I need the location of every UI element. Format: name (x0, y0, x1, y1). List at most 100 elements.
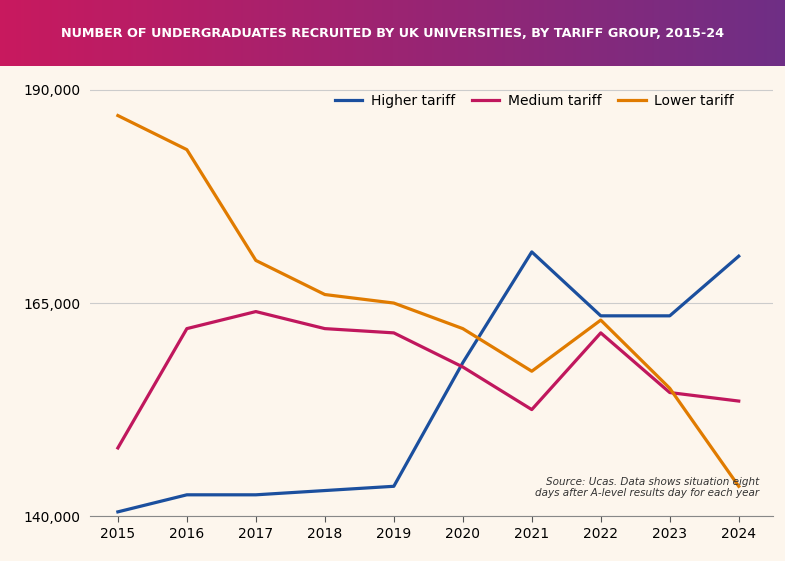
Bar (597, 0, 600, 66)
Bar (175, 0, 179, 66)
Bar (319, 0, 323, 66)
Legend: Higher tariff, Medium tariff, Lower tariff: Higher tariff, Medium tariff, Lower tari… (329, 89, 739, 114)
Bar (618, 0, 621, 66)
Text: NUMBER OF UNDERGRADUATES RECRUITED BY UK UNIVERSITIES, BY TARIFF GROUP, 2015-24: NUMBER OF UNDERGRADUATES RECRUITED BY UK… (61, 26, 724, 40)
Bar (500, 0, 503, 66)
Bar (183, 0, 187, 66)
Bar (579, 0, 582, 66)
Bar (575, 0, 579, 66)
Bar (340, 0, 344, 66)
Bar (188, 0, 192, 66)
Bar (230, 0, 234, 66)
Bar (502, 0, 506, 66)
Bar (238, 0, 242, 66)
Bar (293, 0, 297, 66)
Bar (173, 0, 176, 66)
Bar (398, 0, 401, 66)
Bar (110, 0, 113, 66)
Bar (518, 0, 521, 66)
Bar (194, 0, 197, 66)
Bar (309, 0, 312, 66)
Bar (112, 0, 116, 66)
Bar (167, 0, 171, 66)
Bar (461, 0, 464, 66)
Bar (652, 0, 655, 66)
Bar (243, 0, 246, 66)
Bar (764, 0, 768, 66)
Bar (49, 0, 53, 66)
Bar (68, 0, 71, 66)
Bar (738, 0, 741, 66)
Bar (591, 0, 595, 66)
Bar (118, 0, 121, 66)
Bar (699, 0, 702, 66)
Bar (249, 0, 252, 66)
Bar (429, 0, 433, 66)
Bar (411, 0, 414, 66)
Bar (520, 0, 524, 66)
Bar (280, 0, 283, 66)
Bar (296, 0, 299, 66)
Bar (437, 0, 440, 66)
Bar (740, 0, 744, 66)
Bar (497, 0, 501, 66)
Bar (555, 0, 558, 66)
Bar (691, 0, 694, 66)
Bar (8, 0, 11, 66)
Bar (688, 0, 692, 66)
Bar (615, 0, 619, 66)
Bar (371, 0, 375, 66)
Bar (458, 0, 462, 66)
Bar (214, 0, 218, 66)
Bar (644, 0, 647, 66)
Bar (290, 0, 294, 66)
Bar (712, 0, 715, 66)
Bar (479, 0, 482, 66)
Bar (81, 0, 85, 66)
Bar (283, 0, 286, 66)
Bar (78, 0, 82, 66)
Bar (57, 0, 61, 66)
Bar (312, 0, 315, 66)
Bar (476, 0, 480, 66)
Bar (335, 0, 338, 66)
Bar (233, 0, 236, 66)
Bar (612, 0, 615, 66)
Bar (685, 0, 689, 66)
Bar (516, 0, 519, 66)
Bar (505, 0, 509, 66)
Bar (13, 0, 16, 66)
Bar (571, 0, 574, 66)
Bar (10, 0, 14, 66)
Bar (330, 0, 333, 66)
Bar (314, 0, 317, 66)
Bar (626, 0, 629, 66)
Bar (557, 0, 560, 66)
Bar (228, 0, 231, 66)
Bar (332, 0, 336, 66)
Bar (659, 0, 663, 66)
Bar (261, 0, 265, 66)
Bar (484, 0, 487, 66)
Bar (693, 0, 697, 66)
Bar (675, 0, 678, 66)
Bar (426, 0, 430, 66)
Bar (775, 0, 778, 66)
Bar (374, 0, 378, 66)
Bar (149, 0, 152, 66)
Bar (97, 0, 100, 66)
Bar (275, 0, 278, 66)
Bar (665, 0, 668, 66)
Bar (432, 0, 435, 66)
Bar (60, 0, 64, 66)
Bar (563, 0, 566, 66)
Bar (147, 0, 150, 66)
Bar (447, 0, 451, 66)
Bar (583, 0, 587, 66)
Bar (178, 0, 181, 66)
Bar (202, 0, 205, 66)
Bar (524, 0, 527, 66)
Bar (246, 0, 250, 66)
Bar (772, 0, 776, 66)
Bar (756, 0, 760, 66)
